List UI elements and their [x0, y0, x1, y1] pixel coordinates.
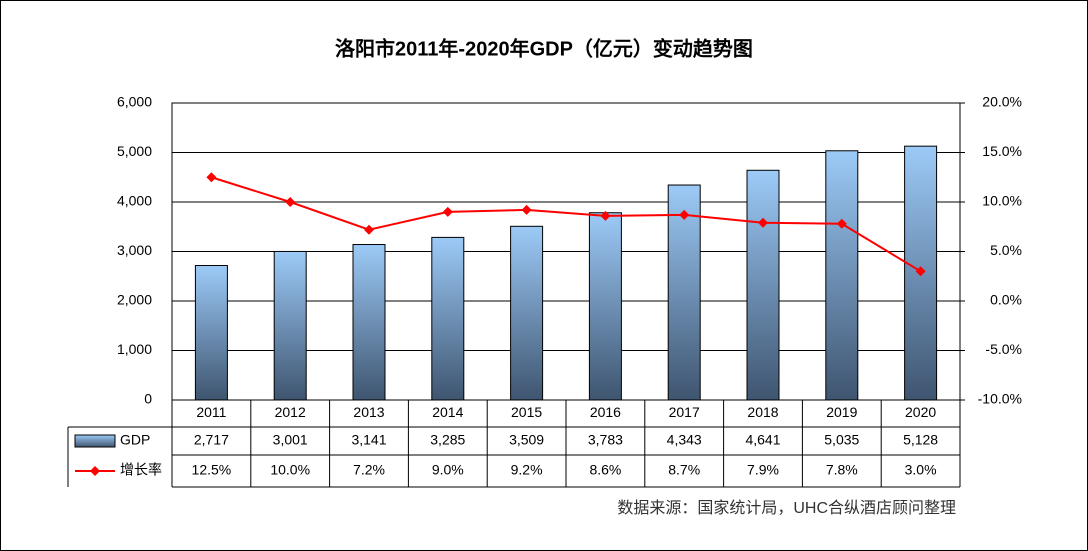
y-tick-label: 5,000 [117, 143, 152, 159]
table-value: 5,035 [824, 432, 859, 448]
bar [746, 169, 780, 401]
x-tick-label: 2018 [747, 404, 778, 420]
marker [758, 217, 768, 228]
y2-tick-label: -5.0% [985, 341, 1022, 357]
marker [206, 172, 217, 183]
bar [352, 244, 386, 401]
table-value: 3,001 [273, 432, 308, 448]
bar [588, 212, 622, 401]
x-tick-label: 2014 [432, 404, 463, 420]
y2-tick-label: 5.0% [990, 242, 1022, 258]
line [211, 176, 922, 273]
x-tick-label: 2020 [905, 404, 936, 420]
source: 数据来源：国家统计局，UHC合纵酒店顾问整理 [617, 499, 956, 517]
marker [600, 210, 611, 221]
y2-tick-label: 20.0% [982, 94, 1022, 110]
table-value: 3,509 [509, 432, 544, 448]
x-tick-label: 2016 [590, 404, 621, 420]
table-value: 5,128 [903, 432, 938, 448]
x-tick-label: 2011 [196, 404, 226, 420]
y-tick-label: 4,000 [117, 193, 152, 209]
bar [194, 265, 228, 401]
table-value: 3,285 [430, 432, 465, 448]
marker [521, 204, 532, 215]
table-value: 9.2% [511, 462, 543, 478]
bar [667, 184, 701, 401]
table-value: 3,783 [588, 432, 623, 448]
y2-tick-label: -10.0% [978, 391, 1022, 407]
table-value: 2,717 [194, 432, 229, 448]
bar [510, 225, 544, 401]
x-tick-label: 2013 [353, 404, 384, 420]
y-tick-label: 6,000 [117, 94, 152, 110]
marker [915, 266, 926, 277]
table-value: 8.6% [589, 462, 621, 478]
y-tick-label: 1,000 [117, 341, 152, 357]
marker [836, 218, 847, 229]
table-value: 7.8% [826, 462, 858, 478]
table-value: 7.2% [353, 462, 385, 478]
x-tick-label: 2015 [511, 404, 542, 420]
table-value: 3.0% [905, 462, 937, 478]
bar [825, 150, 859, 401]
y2-tick-label: 10.0% [982, 193, 1022, 209]
marker [364, 224, 374, 235]
legend-marker [90, 466, 100, 476]
table-value: 3,141 [351, 432, 386, 448]
table-value: 7.9% [747, 462, 779, 478]
table-value: 9.0% [432, 462, 464, 478]
marker [442, 206, 453, 217]
marker [679, 209, 690, 220]
table-value: 10.0% [270, 462, 310, 478]
table-value: 12.5% [192, 462, 232, 478]
chart-title: 洛阳市2011年-2020年GDP（亿元）变动趋势图 [335, 36, 753, 60]
y-tick-label: 0 [144, 391, 152, 407]
legend-label: GDP [120, 432, 150, 448]
y-tick-label: 3,000 [117, 242, 152, 258]
x-tick-label: 2019 [826, 404, 857, 420]
table-value: 4,343 [667, 432, 702, 448]
legend-swatch [74, 434, 116, 448]
y-tick-label: 2,000 [117, 292, 152, 308]
table-value: 8.7% [668, 462, 700, 478]
bar [273, 250, 307, 401]
marker [285, 197, 296, 207]
x-tick-label: 2012 [275, 404, 306, 420]
legend-label: 增长率 [120, 462, 162, 478]
y2-tick-label: 0.0% [990, 292, 1022, 308]
y2-tick-label: 15.0% [982, 143, 1022, 159]
x-tick-label: 2017 [669, 404, 700, 420]
table-value: 4,641 [745, 432, 780, 448]
bar [431, 236, 465, 401]
